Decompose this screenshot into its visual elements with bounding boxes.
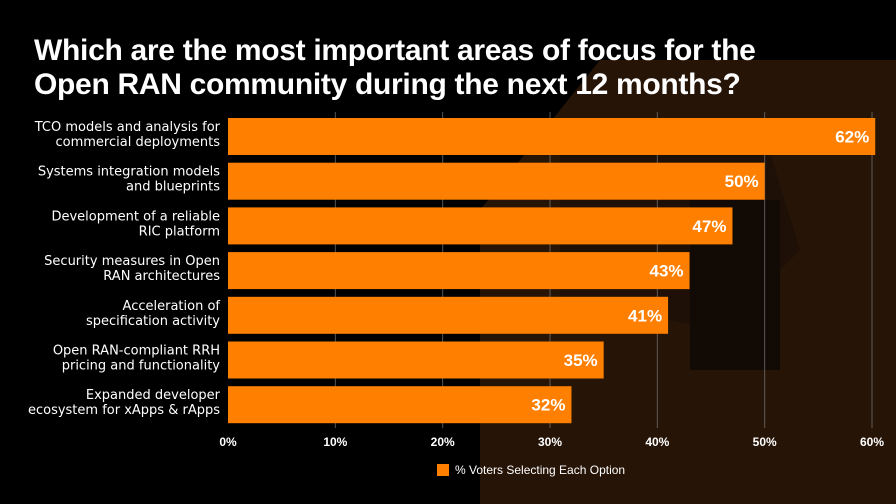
x-tick-label: 40% <box>645 435 669 449</box>
x-tick-label: 0% <box>219 435 237 449</box>
bar <box>228 296 669 334</box>
bar <box>228 207 733 245</box>
category-label: RIC platform <box>139 224 220 239</box>
category-label: Acceleration of <box>123 299 221 314</box>
legend-label: % Voters Selecting Each Option <box>455 463 626 477</box>
category-label: Systems integration models <box>38 165 220 180</box>
bar <box>228 341 604 379</box>
data-label: 41% <box>628 306 662 325</box>
category-label: Expanded developer <box>86 388 221 403</box>
category-label: commercial deployments <box>56 135 221 150</box>
data-label: 47% <box>692 217 726 236</box>
data-label: 43% <box>650 262 684 281</box>
x-tick-label: 60% <box>860 435 884 449</box>
data-label: 62% <box>835 128 869 147</box>
bar <box>228 386 572 424</box>
category-label: and blueprints <box>126 180 220 195</box>
category-label: RAN architectures <box>103 269 220 284</box>
category-label: pricing and functionality <box>62 359 221 374</box>
chart-title: Which are the most important areas of fo… <box>34 34 874 102</box>
data-label: 50% <box>725 172 759 191</box>
bar <box>228 118 876 155</box>
data-label: 32% <box>531 396 565 415</box>
category-label: Open RAN-compliant RRH <box>53 344 220 359</box>
chart-legend: % Voters Selecting Each Option <box>437 462 625 478</box>
bar <box>228 252 690 290</box>
x-tick-label: 20% <box>431 435 455 449</box>
legend-swatch <box>437 464 449 476</box>
category-label: specification activity <box>86 314 220 329</box>
x-tick-label: 30% <box>538 435 562 449</box>
category-label: Security measures in Open <box>44 254 220 269</box>
category-label: ecosystem for xApps & rApps <box>28 403 220 418</box>
chart-title-line-1: Which are the most important areas of fo… <box>34 34 756 67</box>
x-tick-label: 10% <box>323 435 347 449</box>
x-tick-label: 50% <box>753 435 777 449</box>
chart-title-line-2: Open RAN community during the next 12 mo… <box>34 68 741 101</box>
category-label: Development of a reliable <box>51 209 220 224</box>
bar <box>228 162 765 200</box>
data-label: 35% <box>564 351 598 370</box>
category-label: TCO models and analysis for <box>34 120 221 135</box>
